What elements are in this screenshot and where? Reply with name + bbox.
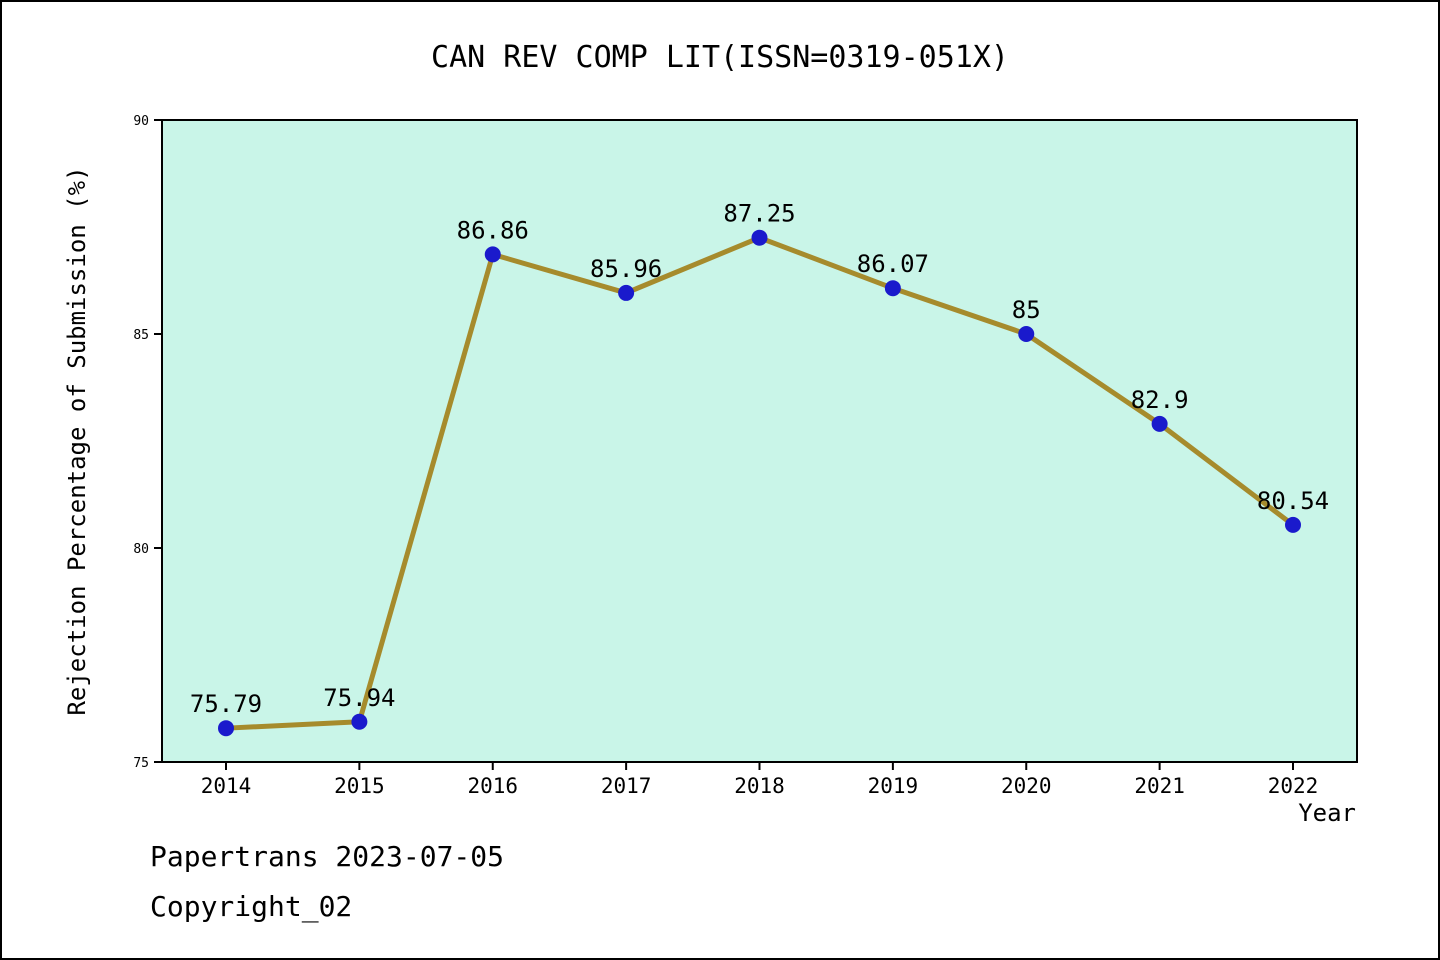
x-tick-label: 2016 [467, 774, 518, 798]
x-tick-label: 2022 [1268, 774, 1319, 798]
data-point [751, 229, 768, 246]
y-tick-label: 85 [133, 328, 149, 343]
x-tick-label: 2014 [201, 774, 252, 798]
footer-papertrans: Papertrans 2023-07-05 [150, 840, 505, 873]
data-point [884, 280, 901, 297]
value-label: 75.94 [323, 684, 395, 712]
data-point [1018, 326, 1035, 342]
y-tick-label: 80 [133, 542, 149, 557]
data-point [351, 713, 368, 730]
value-label: 82.9 [1131, 386, 1189, 414]
x-tick-label: 2019 [868, 774, 919, 798]
x-tick-label: 2021 [1134, 774, 1185, 798]
x-tick-label: 2020 [1001, 774, 1052, 798]
value-label: 75.79 [190, 690, 262, 718]
y-tick-label: 75 [133, 756, 149, 771]
data-point [1285, 516, 1301, 533]
data-point [1151, 415, 1168, 432]
x-tick-label: 2017 [601, 774, 652, 798]
chart-title: CAN REV COMP LIT(ISSN=0319-051X) [431, 40, 1009, 75]
value-label: 86.86 [457, 216, 529, 244]
value-label: 86.07 [857, 250, 929, 278]
x-tick-label: 2018 [734, 774, 785, 798]
y-tick-label: 90 [133, 114, 149, 129]
value-label: 80.54 [1257, 487, 1329, 515]
footer-copyright: Copyright_02 [150, 890, 353, 923]
plot-background [161, 119, 1358, 763]
x-tick-label: 2015 [334, 774, 385, 798]
data-point [484, 246, 501, 263]
data-point [218, 720, 234, 737]
value-label: 87.25 [723, 200, 795, 228]
value-label: 85.96 [590, 255, 662, 283]
x-axis-label: Year [1298, 799, 1356, 827]
data-point [618, 284, 635, 301]
value-label: 85 [1012, 296, 1041, 324]
